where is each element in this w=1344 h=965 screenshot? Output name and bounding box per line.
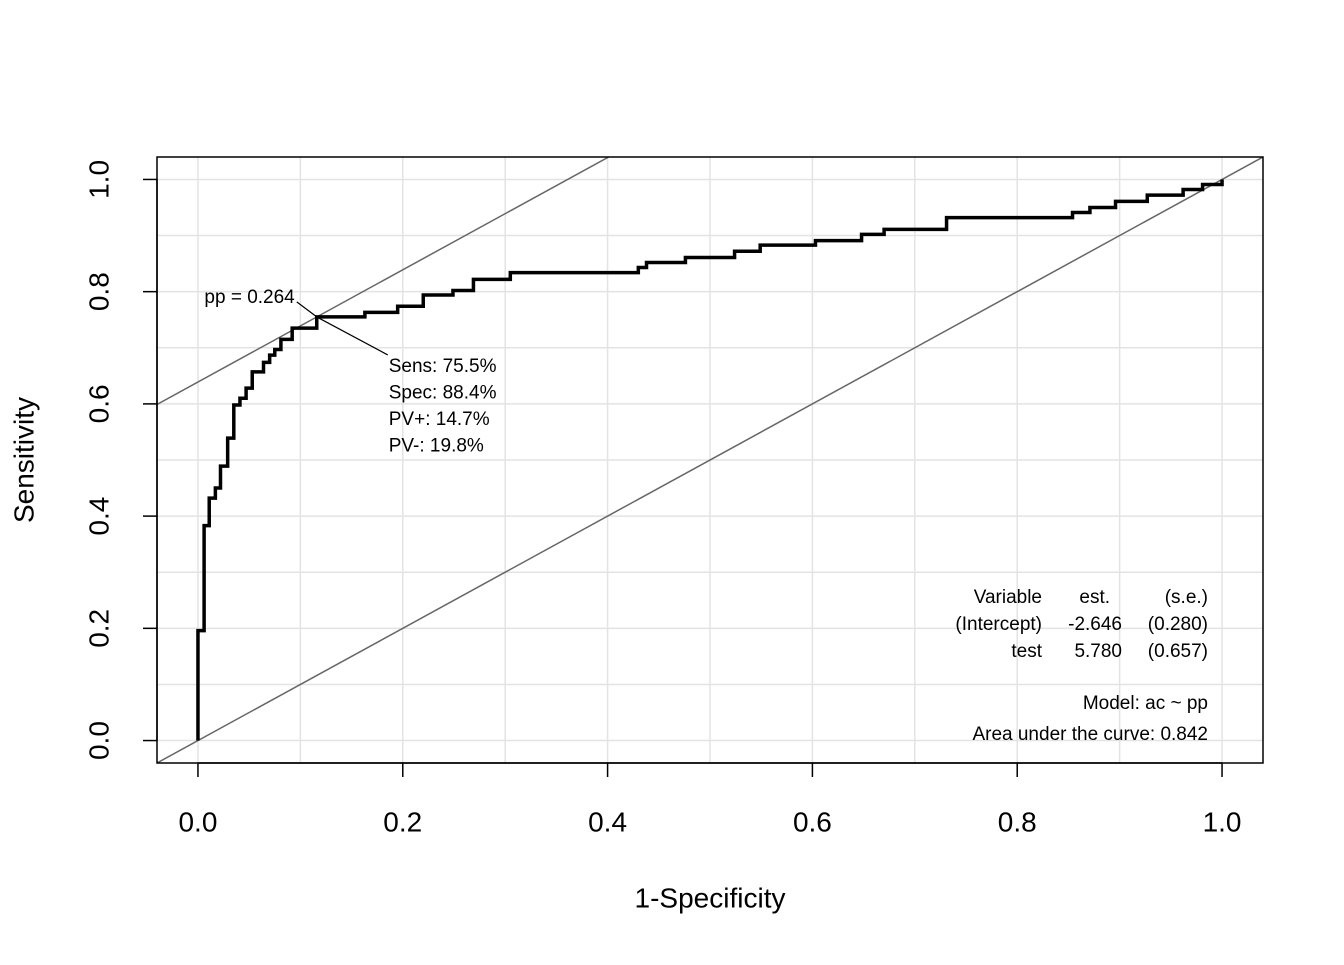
x-tick-label: 0.4: [588, 806, 627, 837]
y-tick-label: 0.2: [83, 609, 114, 648]
auc-label: Area under the curve: 0.842: [972, 724, 1208, 745]
stats-pointer: [316, 316, 389, 356]
table-cell: (0.280): [1148, 614, 1208, 635]
x-tick-label: 1.0: [1203, 806, 1242, 837]
y-tick-label: 0.0: [83, 721, 114, 760]
y-tick-label: 0.4: [83, 497, 114, 536]
model-label: Model: ac ~ pp: [1083, 693, 1208, 714]
table-cell: test: [1011, 641, 1042, 662]
table-cell: (0.657): [1148, 641, 1208, 662]
roc-curve: [196, 179, 1224, 741]
optimal-stat: PV-: 19.8%: [389, 435, 484, 456]
x-tick-label: 0.8: [998, 806, 1037, 837]
y-tick-label: 0.8: [83, 272, 114, 311]
x-axis-title: 1-Specificity: [635, 882, 786, 913]
table-cell: -2.646: [1068, 614, 1122, 635]
reference-line: [157, 157, 1263, 763]
table-header: (s.e.): [1165, 587, 1208, 608]
label-pointer: [296, 301, 318, 318]
optimal-stat: Sens: 75.5%: [389, 356, 497, 377]
optimal-label: pp = 0.264: [204, 287, 295, 308]
x-tick-label: 0.6: [793, 806, 832, 837]
y-tick-label: 1.0: [83, 160, 114, 199]
x-tick-label: 0.0: [178, 806, 217, 837]
table-header: Variable: [974, 587, 1042, 608]
table-cell: (Intercept): [955, 614, 1042, 635]
table-cell: 5.780: [1074, 641, 1122, 662]
optimal-stat: Spec: 88.4%: [389, 382, 497, 403]
optimal-stat: PV+: 14.7%: [389, 409, 490, 430]
x-tick-label: 0.2: [383, 806, 422, 837]
y-tick-label: 0.6: [83, 384, 114, 423]
y-axis-title: Sensitivity: [8, 397, 39, 523]
table-header: est.: [1079, 587, 1110, 608]
reference-line: [157, 157, 611, 406]
